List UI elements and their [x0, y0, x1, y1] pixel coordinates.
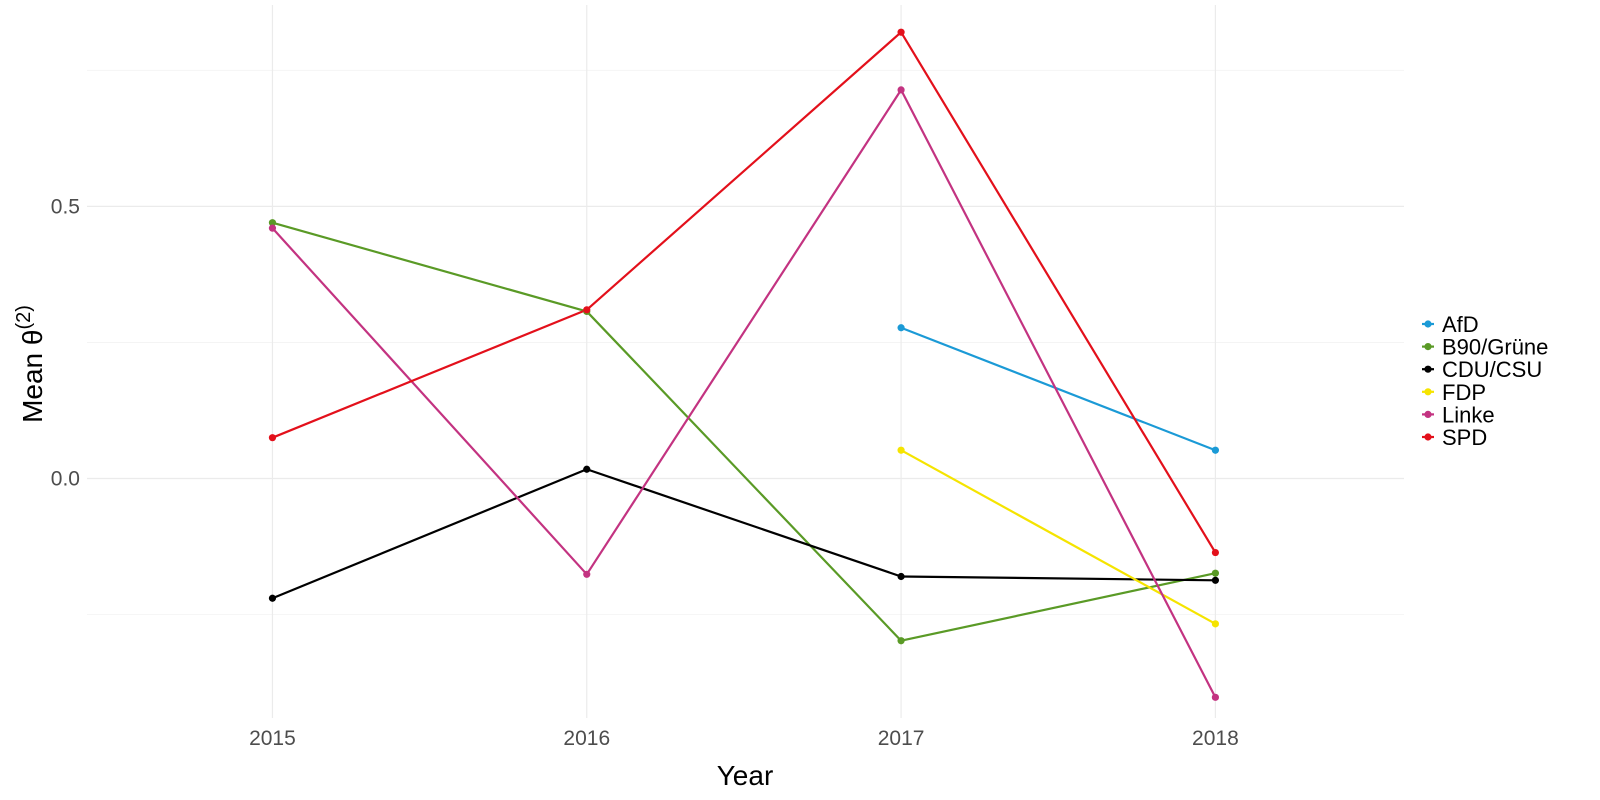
legend-key-point — [1424, 410, 1432, 418]
series-line-linke — [271, 88, 1217, 698]
x-tick-label: 2015 — [249, 727, 296, 750]
y-tick-label: 0.0 — [51, 468, 80, 491]
data-point-spd — [268, 434, 277, 442]
series-line-cdu-csu — [272, 468, 1216, 600]
data-point-cdu-csu — [268, 594, 277, 602]
grid — [87, 5, 1404, 718]
data-point-fdp — [897, 446, 905, 454]
data-point-spd — [583, 306, 591, 314]
x-tick-label: 2017 — [878, 727, 925, 750]
legend-label: AfD — [1442, 312, 1479, 337]
data-point-cdu-csu — [1211, 576, 1220, 584]
legend-key-point — [1424, 388, 1432, 396]
data-point-spd — [1211, 548, 1220, 557]
x-axis-title: Year — [717, 760, 774, 791]
data-point-b90-gr-ne — [897, 637, 905, 645]
data-point-afd — [897, 324, 905, 332]
legend-item-b90-gr-ne: B90/Grüne — [1422, 335, 1548, 360]
legend-item-linke: Linke — [1422, 402, 1495, 427]
x-tick-label: 2018 — [1192, 727, 1239, 750]
legend-label: Linke — [1442, 402, 1495, 427]
legend-label: B90/Grüne — [1442, 335, 1548, 360]
legend-label: CDU/CSU — [1442, 357, 1542, 382]
data-point-linke — [268, 224, 277, 232]
legend-key-point — [1424, 320, 1432, 328]
legend-label: FDP — [1442, 380, 1486, 405]
y-tick-label: 0.5 — [51, 195, 80, 218]
data-point-cdu-csu — [897, 572, 905, 581]
y-axis-title-main: Mean θ — [17, 330, 48, 423]
data-point-linke — [897, 86, 905, 94]
x-tick-label: 2016 — [563, 727, 610, 750]
series-points — [268, 28, 1220, 701]
legend-label: SPD — [1442, 425, 1487, 450]
data-point-b90-gr-ne — [268, 219, 277, 227]
x-axis-ticks: 2015 2016 2017 2018 — [249, 727, 1239, 750]
data-point-b90-gr-ne — [1211, 569, 1220, 577]
legend-item-afd: AfD — [1422, 312, 1479, 337]
legend-item-fdp: FDP — [1422, 380, 1486, 405]
legend-key-point — [1424, 365, 1432, 373]
y-axis-ticks: 0.0 0.5 — [51, 195, 80, 490]
series-line-b90-gr-ne — [272, 221, 1216, 642]
legend-key-point — [1424, 433, 1432, 441]
data-point-cdu-csu — [583, 465, 591, 473]
data-point-linke — [1211, 693, 1220, 701]
series-line-spd — [272, 31, 1217, 554]
data-point-fdp — [1211, 620, 1220, 628]
legend-item-spd: SPD — [1422, 425, 1487, 450]
data-point-spd — [897, 28, 905, 36]
series-lines — [271, 31, 1217, 698]
data-point-linke — [583, 570, 591, 578]
legend-item-cdu-csu: CDU/CSU — [1422, 357, 1542, 382]
legend-key-point — [1424, 343, 1432, 351]
y-axis-title: Mean θ(2) — [13, 305, 48, 423]
y-axis-title-superscript: (2) — [13, 305, 35, 329]
data-point-afd — [1211, 446, 1220, 454]
series-line-afd — [900, 326, 1216, 452]
